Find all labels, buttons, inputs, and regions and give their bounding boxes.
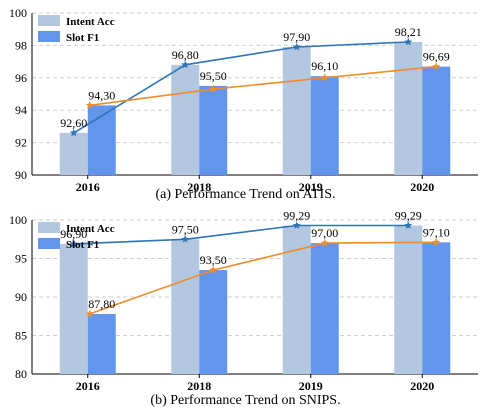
y-tick-label: 96 [15,71,27,85]
y-tick-label: 100 [9,213,27,227]
intent-acc-star-marker [69,128,78,137]
slot-f1-star-marker [85,101,94,109]
slot-f1-star-marker [209,84,218,93]
slot-f1-legend-swatch [38,31,60,42]
slot-f1-data-label: 97,10 [423,225,450,239]
intent-acc-star-marker [292,42,301,51]
intent-acc-bar [282,47,311,175]
y-tick-label: 85 [15,329,27,343]
slot-f1-bar [310,243,339,374]
intent-acc-star-marker [181,60,190,69]
slot-f1-bar [310,76,339,175]
slot-f1-star-marker [432,238,441,246]
intent-acc-trend-line [73,224,409,245]
slot-f1-star-marker [432,62,441,71]
intent-acc-data-label: 96,80 [172,48,199,62]
slot-f1-bar [87,313,116,374]
intent-acc-bar [171,239,200,374]
caption-atis: (a) Performance Trend on ATIS. [155,187,336,202]
slot-f1-bar [199,85,228,175]
intent-acc-data-label: 96,90 [60,227,87,241]
intent-acc-bar [171,64,200,175]
y-tick-label: 90 [15,168,27,182]
caption-snips: (b) Performance Trend on SNIPS. [150,393,341,408]
chart-snips: 80 85 90 95 100 2016 2018 2019 2020 96,90 97,50 99,… [9,208,478,393]
slot-f1-data-label: 94,30 [88,88,115,102]
intent-acc-bar [59,243,88,374]
y-tick-label: 95 [15,252,27,266]
slot-f1-legend-label: Slot F1 [66,239,99,251]
intent-acc-star-marker [292,221,301,229]
slot-f1-legend-label: Slot F1 [66,32,99,44]
y-tick-label: 100 [9,6,27,20]
slot-f1-data-label: 95,50 [200,69,227,83]
x-tick-label: 2020 [410,379,434,393]
intent-acc-bar [59,132,88,175]
intent-acc-data-label: 97,50 [172,222,199,236]
y-tick-label: 90 [15,290,27,304]
slot-f1-data-label: 97,00 [311,226,338,240]
y-tick-label: 92 [15,136,27,150]
intent-acc-trend-line [73,41,409,134]
slot-f1-star-marker [85,309,94,318]
slot-f1-bar [87,105,116,175]
x-tick-label: 2019 [299,180,323,194]
y-tick-label: 94 [15,103,27,117]
intent-acc-star-marker [69,239,78,248]
slot-f1-trend-line [89,65,437,107]
intent-acc-data-label: 98,21 [395,25,422,39]
slot-f1-trend-line [89,241,437,315]
intent-acc-data-label: 99,29 [283,208,310,222]
slot-f1-bar [422,242,451,374]
intent-acc-legend-label: Intent Acc [66,223,115,235]
x-tick-label: 2018 [187,379,211,393]
slot-f1-data-label: 87,80 [88,297,115,311]
intent-acc-legend-swatch [38,15,60,26]
intent-acc-data-label: 92,60 [60,116,87,130]
x-tick-label: 2018 [187,180,211,194]
slot-f1-data-label: 96,69 [423,50,450,64]
x-tick-label: 2016 [76,379,100,393]
y-tick-label: 98 [15,38,27,52]
slot-f1-data-label: 96,10 [311,59,338,73]
slot-f1-bar [199,270,228,374]
intent-acc-star-marker [181,235,190,243]
intent-acc-legend-swatch [38,222,60,233]
intent-acc-star-marker [404,221,413,229]
intent-acc-star-marker [404,37,413,46]
slot-f1-data-label: 93,50 [200,253,227,267]
x-tick-label: 2020 [410,180,434,194]
intent-acc-data-label: 99,29 [395,208,422,222]
slot-f1-bar [422,66,451,175]
intent-acc-data-label: 97,90 [283,30,310,44]
slot-f1-star-marker [320,73,329,82]
intent-acc-legend-label: Intent Acc [66,16,115,28]
intent-acc-bar [394,41,423,175]
x-tick-label: 2016 [76,180,100,194]
intent-acc-bar [394,225,423,374]
x-tick-label: 2019 [299,379,323,393]
slot-f1-star-marker [320,238,329,247]
y-tick-label: 80 [15,367,27,381]
slot-f1-legend-swatch [38,238,60,249]
slot-f1-star-marker [209,265,218,274]
